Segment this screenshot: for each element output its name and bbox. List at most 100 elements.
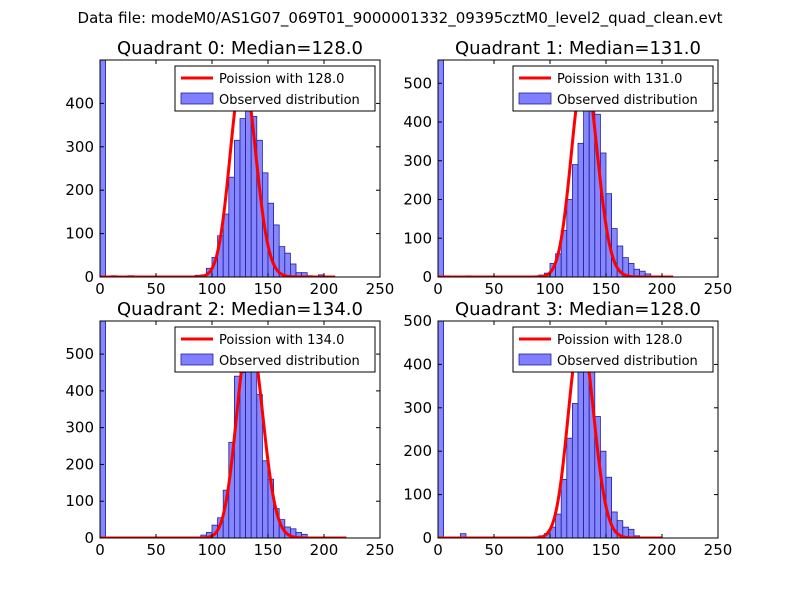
poisson-curve bbox=[438, 331, 663, 538]
histogram-bar bbox=[289, 263, 297, 277]
legend-bar-swatch bbox=[518, 353, 552, 366]
y-tick-label: 300 bbox=[403, 399, 432, 417]
y-tick-label: 400 bbox=[65, 382, 94, 400]
y-tick-label: 400 bbox=[65, 94, 94, 112]
axes-frame bbox=[437, 59, 719, 278]
histogram-bars bbox=[100, 60, 330, 277]
quadrant-title: Quadrant 1: Median=131.0 bbox=[455, 38, 701, 59]
quadrant-0-panel: 0 50 100 150 200 250 0 100 200 300 400 Quadrant 0: … bbox=[65, 38, 394, 298]
legend-observed-label: Observed distribution bbox=[557, 93, 698, 108]
y-tick-label: 200 bbox=[65, 455, 94, 473]
histogram-bar bbox=[577, 142, 584, 277]
x-tick-label: 50 bbox=[146, 541, 165, 559]
x-tick-label: 50 bbox=[484, 541, 503, 559]
histogram-bar bbox=[100, 60, 106, 277]
y-tick-label: 500 bbox=[403, 74, 432, 92]
histogram-bar bbox=[250, 368, 258, 538]
x-tick-label: 150 bbox=[254, 541, 283, 559]
y-tick-label: 100 bbox=[403, 486, 432, 504]
y-tick-label: 200 bbox=[403, 191, 432, 209]
y-tick-label: 500 bbox=[403, 312, 432, 330]
histogram-bar bbox=[261, 460, 269, 538]
legend-observed-label: Observed distribution bbox=[219, 93, 360, 108]
legend-bar-swatch bbox=[180, 353, 214, 366]
x-tick-label: 50 bbox=[146, 280, 165, 298]
y-tick-label: 100 bbox=[65, 492, 94, 510]
y-tick-label: 100 bbox=[403, 229, 432, 247]
histogram-bar bbox=[438, 60, 444, 277]
histogram-bar bbox=[222, 213, 230, 277]
y-tick-label: 300 bbox=[65, 138, 94, 156]
histogram-bar bbox=[100, 321, 106, 538]
x-tick-label: 250 bbox=[366, 541, 395, 559]
histogram-bar bbox=[284, 252, 291, 277]
legend: Poission with 131.0 Observed distribution bbox=[512, 65, 714, 112]
y-tick-label: 200 bbox=[403, 442, 432, 460]
histogram-bar bbox=[628, 528, 635, 538]
histogram-bar bbox=[228, 176, 235, 277]
y-tick-label: 500 bbox=[65, 345, 94, 363]
quadrant-title: Quadrant 2: Median=134.0 bbox=[117, 299, 363, 320]
histogram-bar bbox=[560, 479, 568, 538]
quadrant-2-panel: 0 50 100 150 200 250 0 100 200 300 400 500 Quadrant … bbox=[65, 299, 394, 559]
legend: Poission with 134.0 Observed distribution bbox=[174, 326, 376, 373]
histogram-bar bbox=[566, 437, 573, 538]
x-tick-label: 150 bbox=[592, 541, 621, 559]
y-tick-label: 0 bbox=[84, 268, 94, 286]
legend-bar-swatch bbox=[518, 92, 552, 105]
x-tick-label: 100 bbox=[536, 280, 565, 298]
y-tick-label: 300 bbox=[65, 419, 94, 437]
x-tick-label: 150 bbox=[592, 280, 621, 298]
axes-frame bbox=[437, 320, 719, 539]
x-tick-label: 250 bbox=[704, 280, 733, 298]
y-tick-label: 100 bbox=[65, 225, 94, 243]
legend-poisson-label: Poission with 134.0 bbox=[219, 333, 344, 348]
y-tick-label: 400 bbox=[403, 113, 432, 131]
x-tick-label: 50 bbox=[484, 280, 503, 298]
legend: Poission with 128.0 Observed distribution bbox=[174, 65, 376, 112]
x-tick-label: 200 bbox=[310, 280, 339, 298]
quadrant-1-panel: 0 50 100 150 200 250 0 100 200 300 400 500 Quadrant … bbox=[403, 38, 732, 298]
figure-suptitle: Data file: modeM0/AS1G07_069T01_90000013… bbox=[77, 9, 723, 27]
axes-frame bbox=[99, 59, 381, 278]
histogram-bar bbox=[572, 403, 579, 538]
y-tick-label: 200 bbox=[65, 181, 94, 199]
x-tick-label: 200 bbox=[648, 280, 677, 298]
histogram-bar bbox=[245, 346, 252, 538]
x-tick-label: 150 bbox=[254, 280, 283, 298]
legend-observed-label: Observed distribution bbox=[557, 354, 698, 369]
x-tick-label: 100 bbox=[198, 541, 227, 559]
histogram-bar bbox=[577, 353, 584, 538]
legend-poisson-label: Poission with 131.0 bbox=[557, 72, 682, 87]
histogram-bar bbox=[438, 321, 444, 538]
histogram-bar bbox=[239, 372, 246, 538]
histogram-bar bbox=[555, 513, 562, 538]
legend-observed-label: Observed distribution bbox=[219, 354, 360, 369]
histogram-bar bbox=[233, 139, 241, 277]
quadrant-title: Quadrant 0: Median=128.0 bbox=[117, 38, 363, 59]
histogram-bar bbox=[572, 164, 579, 277]
x-tick-label: 250 bbox=[704, 541, 733, 559]
quadrant-title: Quadrant 3: Median=128.0 bbox=[455, 299, 701, 320]
histogram-bar bbox=[301, 272, 308, 277]
y-tick-label: 0 bbox=[422, 529, 432, 547]
legend-bar-swatch bbox=[180, 92, 214, 105]
histogram-bar bbox=[566, 199, 573, 277]
legend: Poission with 128.0 Observed distribution bbox=[512, 326, 714, 373]
axes-frame bbox=[99, 320, 381, 539]
y-tick-label: 0 bbox=[84, 529, 94, 547]
y-tick-label: 400 bbox=[403, 355, 432, 373]
x-tick-label: 0 bbox=[95, 541, 105, 559]
x-tick-label: 0 bbox=[433, 541, 443, 559]
legend-poisson-label: Poission with 128.0 bbox=[219, 72, 344, 87]
x-tick-label: 0 bbox=[433, 280, 443, 298]
x-tick-label: 250 bbox=[366, 280, 395, 298]
histogram-bar bbox=[239, 118, 246, 277]
legend-poisson-label: Poission with 128.0 bbox=[557, 333, 682, 348]
quadrant-3-panel: 0 50 100 150 200 250 0 100 200 300 400 500 Quadrant … bbox=[403, 299, 732, 559]
x-tick-label: 0 bbox=[95, 280, 105, 298]
x-tick-label: 200 bbox=[310, 541, 339, 559]
histogram-bar bbox=[267, 202, 274, 277]
